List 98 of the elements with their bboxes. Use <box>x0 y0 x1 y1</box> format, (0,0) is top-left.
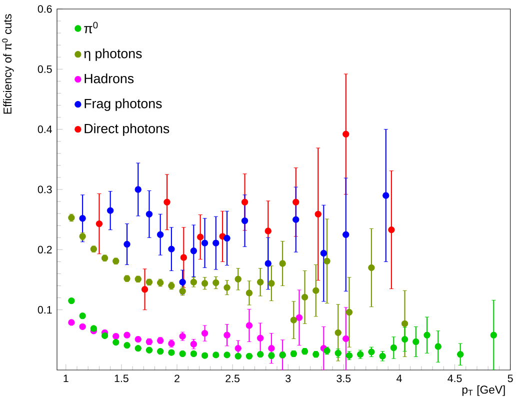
point <box>190 248 198 254</box>
point <box>79 312 86 320</box>
point <box>107 207 114 214</box>
point <box>190 340 198 348</box>
y-tick-label: 0.1 <box>38 306 52 314</box>
y-axis-title: Efficiency of π$^{0}$ cuts <box>2 14 14 114</box>
y-tick-label: 0.6 <box>38 5 52 13</box>
point <box>234 344 242 352</box>
point <box>324 258 330 264</box>
point <box>320 250 328 257</box>
x-tick-label: 1 <box>64 374 68 382</box>
point <box>234 276 242 282</box>
point <box>224 284 230 291</box>
point <box>301 294 308 301</box>
point <box>90 325 98 332</box>
point <box>212 279 220 286</box>
legend-label: π$^{0}$ <box>84 22 98 34</box>
point <box>290 316 298 324</box>
point <box>342 231 350 238</box>
point <box>456 351 464 358</box>
point <box>168 349 175 356</box>
point <box>146 346 153 354</box>
point <box>124 342 130 349</box>
point <box>112 338 120 346</box>
point <box>342 130 350 138</box>
point <box>490 332 497 338</box>
point <box>224 332 230 338</box>
point <box>197 234 204 240</box>
point <box>424 332 430 338</box>
x-tick-label: 4 <box>396 374 402 382</box>
point <box>201 280 208 287</box>
x-tick-label: 3 <box>286 374 291 382</box>
point <box>312 287 320 294</box>
point <box>268 280 275 287</box>
point <box>241 198 248 206</box>
point <box>279 260 286 267</box>
legend-label: η photons <box>84 48 142 61</box>
x-tick-label: 2.5 <box>226 374 240 382</box>
point <box>342 335 350 342</box>
point <box>257 334 264 342</box>
x-tick-label: 3.5 <box>336 374 351 382</box>
point <box>434 343 442 350</box>
point <box>224 352 230 358</box>
point <box>180 254 188 261</box>
point <box>212 240 220 246</box>
point <box>141 286 148 293</box>
point <box>168 246 175 252</box>
point <box>134 344 142 352</box>
y-tick-label: 0.2 <box>38 246 52 254</box>
point <box>368 348 375 356</box>
point <box>241 217 248 224</box>
point <box>156 231 164 238</box>
point <box>379 352 386 360</box>
legend-label: Frag photons <box>84 98 162 111</box>
point <box>156 348 164 355</box>
point <box>79 323 86 330</box>
point <box>164 198 170 206</box>
point <box>314 210 322 218</box>
point <box>79 215 86 222</box>
point <box>101 332 108 340</box>
point <box>224 234 230 242</box>
point <box>134 186 142 193</box>
point <box>382 192 390 199</box>
x-axis-title: p$_{T}$ [GeV] <box>462 385 505 396</box>
y-tick-label: 0.4 <box>38 126 52 134</box>
point <box>68 319 75 326</box>
point <box>190 278 198 286</box>
point <box>264 228 272 234</box>
point <box>246 290 253 296</box>
x-tick-label: 4.5 <box>448 374 462 382</box>
point <box>146 210 153 218</box>
point <box>246 322 253 329</box>
point <box>368 264 375 272</box>
point <box>268 344 275 352</box>
point <box>257 278 264 286</box>
x-tick-label: 5 <box>508 374 513 382</box>
point <box>201 352 208 359</box>
point <box>334 329 342 336</box>
point <box>124 240 130 248</box>
point <box>390 344 398 352</box>
point <box>96 220 103 228</box>
point <box>212 352 220 358</box>
point <box>179 350 186 358</box>
y-tick-label: 0.3 <box>38 186 52 194</box>
point <box>292 198 300 206</box>
point <box>201 330 208 337</box>
legend-label: Direct photons <box>84 123 170 136</box>
legend-label: Hadrons <box>84 73 134 84</box>
point <box>292 216 300 223</box>
x-tick-label: 2 <box>174 374 180 382</box>
point <box>388 226 395 234</box>
x-tick-label: 1.5 <box>114 374 128 382</box>
point <box>201 240 208 246</box>
point <box>296 314 303 321</box>
point <box>401 336 408 343</box>
y-tick-label: 0.5 <box>38 65 52 73</box>
point <box>68 297 75 304</box>
point <box>412 338 420 346</box>
